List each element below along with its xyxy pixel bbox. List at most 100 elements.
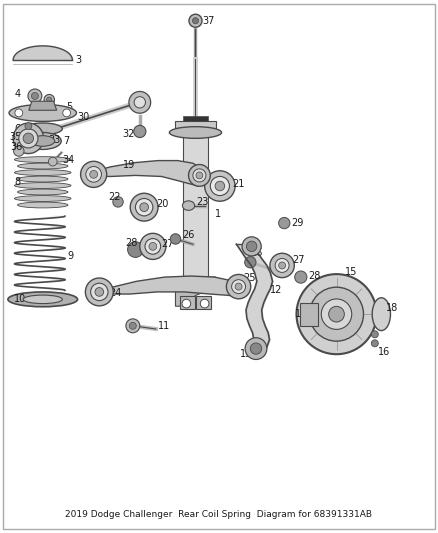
Polygon shape — [176, 277, 215, 306]
Text: 36: 36 — [10, 142, 22, 152]
Circle shape — [232, 280, 246, 294]
Circle shape — [279, 217, 290, 229]
Circle shape — [63, 109, 71, 117]
Ellipse shape — [31, 136, 55, 146]
Text: 21: 21 — [232, 180, 244, 189]
Circle shape — [90, 171, 98, 178]
Text: 30: 30 — [78, 112, 90, 122]
Polygon shape — [95, 276, 239, 296]
Circle shape — [295, 271, 307, 283]
Circle shape — [15, 109, 23, 117]
Circle shape — [196, 172, 203, 179]
Text: 1: 1 — [215, 208, 221, 219]
Ellipse shape — [14, 183, 71, 189]
Text: 7: 7 — [63, 136, 70, 146]
Ellipse shape — [14, 196, 71, 201]
Circle shape — [321, 299, 352, 329]
Text: 3: 3 — [75, 55, 81, 65]
Text: 10: 10 — [14, 294, 27, 304]
Circle shape — [134, 96, 145, 108]
Text: 19: 19 — [123, 160, 135, 170]
Text: 5: 5 — [66, 102, 72, 111]
Circle shape — [140, 233, 166, 260]
Polygon shape — [196, 296, 211, 309]
Text: 34: 34 — [62, 155, 74, 165]
Circle shape — [19, 129, 38, 148]
Circle shape — [91, 283, 108, 301]
Text: 12: 12 — [270, 285, 283, 295]
Text: 28: 28 — [308, 271, 321, 281]
Circle shape — [188, 165, 210, 187]
Text: 26: 26 — [182, 230, 194, 240]
Polygon shape — [300, 303, 318, 326]
Ellipse shape — [183, 201, 194, 211]
Circle shape — [371, 331, 378, 338]
Text: 23: 23 — [196, 197, 209, 207]
Ellipse shape — [24, 133, 61, 149]
Ellipse shape — [18, 202, 68, 208]
Circle shape — [247, 241, 257, 252]
Polygon shape — [91, 160, 204, 186]
Circle shape — [215, 181, 225, 191]
Ellipse shape — [14, 169, 71, 175]
Ellipse shape — [18, 163, 68, 169]
Text: 11: 11 — [158, 321, 170, 331]
Circle shape — [44, 94, 54, 105]
Polygon shape — [176, 121, 215, 128]
Circle shape — [113, 197, 123, 207]
Text: 27: 27 — [292, 255, 304, 265]
Circle shape — [297, 274, 377, 354]
Circle shape — [149, 243, 157, 251]
Text: 35: 35 — [9, 132, 21, 142]
Circle shape — [134, 125, 146, 138]
Circle shape — [130, 193, 158, 221]
Circle shape — [23, 133, 34, 143]
Ellipse shape — [14, 157, 71, 163]
Text: 33: 33 — [48, 135, 60, 146]
Circle shape — [47, 97, 52, 102]
Text: 2019 Dodge Challenger  Rear Coil Spring  Diagram for 68391331AB: 2019 Dodge Challenger Rear Coil Spring D… — [66, 511, 372, 519]
Circle shape — [245, 256, 256, 268]
Text: 17: 17 — [295, 309, 307, 319]
Text: 15: 15 — [345, 267, 357, 277]
Text: 13: 13 — [240, 349, 252, 359]
Circle shape — [193, 169, 206, 182]
Circle shape — [189, 14, 202, 27]
Text: 32: 32 — [122, 129, 135, 139]
Ellipse shape — [18, 189, 68, 195]
Text: 26: 26 — [251, 248, 263, 259]
Circle shape — [145, 239, 161, 254]
Circle shape — [226, 274, 251, 299]
Ellipse shape — [372, 298, 391, 330]
Circle shape — [81, 161, 107, 188]
Circle shape — [279, 262, 286, 269]
Circle shape — [32, 93, 39, 100]
Polygon shape — [184, 133, 208, 277]
Text: 29: 29 — [291, 218, 303, 228]
Text: 6: 6 — [14, 124, 21, 134]
Text: 16: 16 — [378, 348, 390, 357]
Circle shape — [127, 242, 143, 257]
Text: 28: 28 — [125, 238, 138, 248]
Circle shape — [170, 234, 181, 244]
Circle shape — [48, 157, 57, 166]
Circle shape — [25, 123, 32, 130]
Polygon shape — [184, 116, 208, 121]
Circle shape — [242, 237, 261, 256]
Text: 22: 22 — [108, 191, 120, 201]
Circle shape — [129, 92, 151, 113]
Polygon shape — [29, 101, 57, 110]
Circle shape — [210, 176, 230, 196]
Circle shape — [126, 319, 140, 333]
Circle shape — [14, 146, 24, 156]
Text: 27: 27 — [162, 239, 174, 249]
Ellipse shape — [23, 295, 62, 304]
Ellipse shape — [9, 104, 77, 122]
Circle shape — [200, 299, 209, 308]
Circle shape — [205, 171, 235, 201]
Ellipse shape — [170, 127, 222, 139]
Circle shape — [182, 299, 191, 308]
Circle shape — [310, 287, 364, 341]
Ellipse shape — [18, 176, 68, 182]
Text: 8: 8 — [14, 177, 21, 187]
